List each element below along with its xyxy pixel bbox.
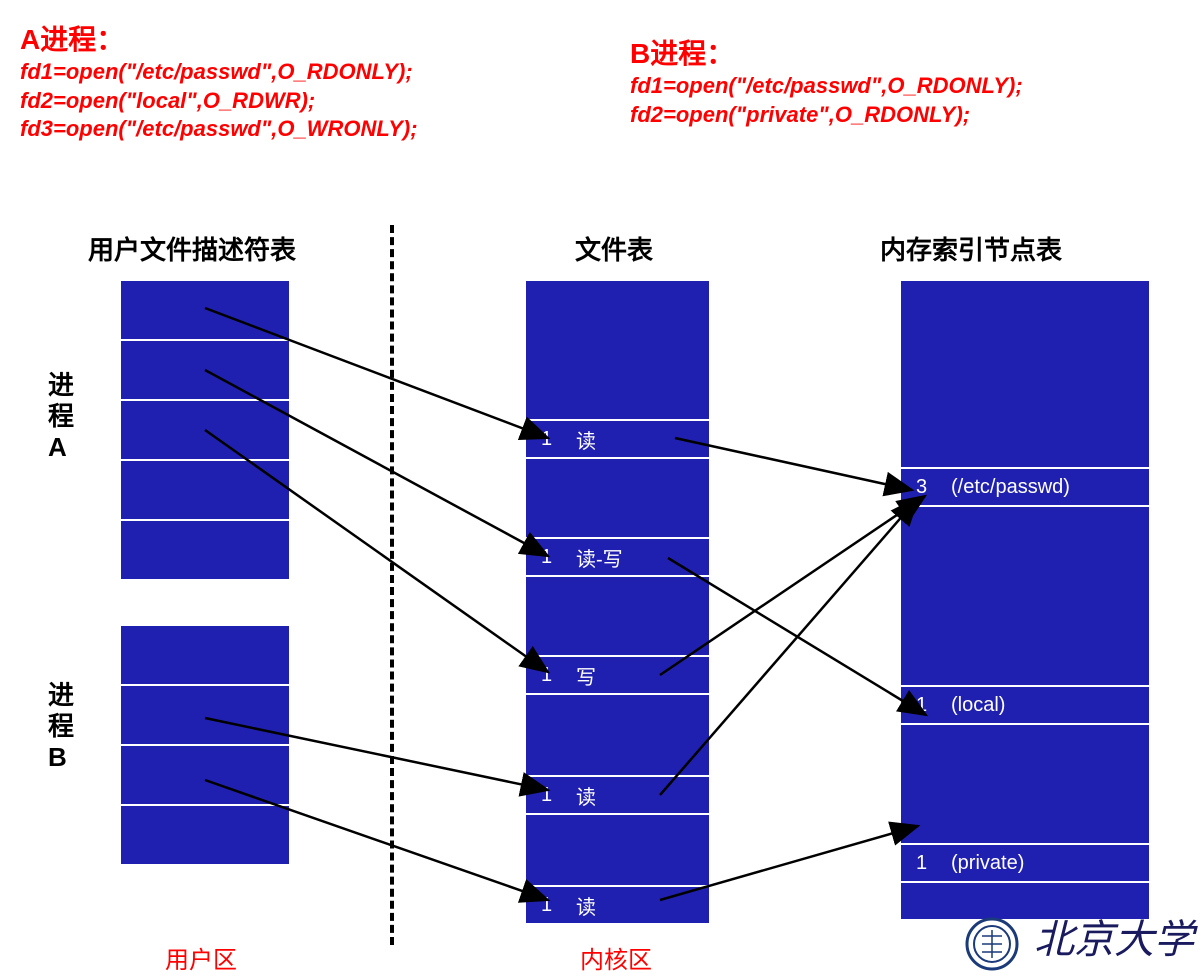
file-table-mode: 读 <box>566 891 596 920</box>
fd-table-b-row <box>121 686 289 746</box>
inode-path: (private) <box>941 852 1024 875</box>
process-b-title: B进程： <box>630 32 1023 72</box>
file-table-count: 1 <box>541 664 566 687</box>
file-table-row: 1写 <box>526 657 709 695</box>
file-table-row: 1读 <box>526 421 709 459</box>
inode-table-row: 1(private) <box>901 845 1149 883</box>
inode-refcount: 1 <box>916 694 941 717</box>
process-b-side-label: 进程B <box>48 680 78 774</box>
inode-table-row <box>901 725 1149 845</box>
file-table-row <box>526 281 709 421</box>
file-table-mode: 读 <box>566 425 596 454</box>
file-table-header: 文件表 <box>575 230 653 267</box>
fd-table-a-row <box>121 401 289 461</box>
inode-table-row: 1(local) <box>901 687 1149 725</box>
file-table-row: 1读 <box>526 777 709 815</box>
fd-table-a-row <box>121 281 289 341</box>
university-seal-icon <box>964 916 1024 971</box>
user-kernel-divider <box>390 225 394 945</box>
process-a-side-label: 进程A <box>48 370 78 464</box>
fd-table-a-row <box>121 521 289 581</box>
process-a-line-2: fd2=open("local",O_RDWR); <box>20 87 418 116</box>
inode-table: 3(/etc/passwd)1(local)1(private) <box>900 280 1150 922</box>
file-table-row <box>526 815 709 887</box>
user-fd-table-a <box>120 280 290 582</box>
inode-table-row: 3(/etc/passwd) <box>901 469 1149 507</box>
file-table-count: 1 <box>541 784 566 807</box>
fd-table-b-row <box>121 626 289 686</box>
fd-table-a-row <box>121 461 289 521</box>
process-b-line-2: fd2=open("private",O_RDONLY); <box>630 101 1023 130</box>
inode-table-row <box>901 281 1149 469</box>
arrow-line <box>675 438 912 490</box>
inode-refcount: 1 <box>916 852 941 875</box>
file-table-row <box>526 459 709 539</box>
file-table: 1读1读-写1写1读1读 <box>525 280 710 926</box>
university-logo-text: 北京大学 <box>964 907 1194 971</box>
user-zone-label: 用户区 <box>165 940 237 975</box>
inode-table-row <box>901 507 1149 687</box>
process-b-block: B进程： fd1=open("/etc/passwd",O_RDONLY); f… <box>630 32 1023 129</box>
file-table-count: 1 <box>541 894 566 917</box>
file-table-row: 1读-写 <box>526 539 709 577</box>
user-fd-table-b <box>120 625 290 867</box>
file-table-count: 1 <box>541 428 566 451</box>
fd-table-a-row <box>121 341 289 401</box>
fd-table-b-row <box>121 806 289 866</box>
file-table-row <box>526 577 709 657</box>
file-table-mode: 读-写 <box>566 543 623 572</box>
process-a-line-1: fd1=open("/etc/passwd",O_RDONLY); <box>20 58 418 87</box>
file-table-mode: 写 <box>566 661 596 690</box>
process-a-line-3: fd3=open("/etc/passwd",O_WRONLY); <box>20 115 418 144</box>
process-b-line-1: fd1=open("/etc/passwd",O_RDONLY); <box>630 72 1023 101</box>
inode-path: (local) <box>941 694 1005 717</box>
kernel-zone-label: 内核区 <box>580 940 652 975</box>
file-table-row: 1读 <box>526 887 709 925</box>
process-a-title: A进程： <box>20 18 418 58</box>
inode-refcount: 3 <box>916 476 941 499</box>
inode-path: (/etc/passwd) <box>941 476 1070 499</box>
file-table-row <box>526 695 709 777</box>
diagram-container: A进程： fd1=open("/etc/passwd",O_RDONLY); f… <box>0 0 1204 976</box>
file-table-mode: 读 <box>566 781 596 810</box>
fd-table-b-row <box>121 746 289 806</box>
process-a-block: A进程： fd1=open("/etc/passwd",O_RDONLY); f… <box>20 18 418 144</box>
file-table-count: 1 <box>541 546 566 569</box>
user-fd-table-header: 用户文件描述符表 <box>88 230 296 267</box>
inode-table-header: 内存索引节点表 <box>880 230 1062 267</box>
